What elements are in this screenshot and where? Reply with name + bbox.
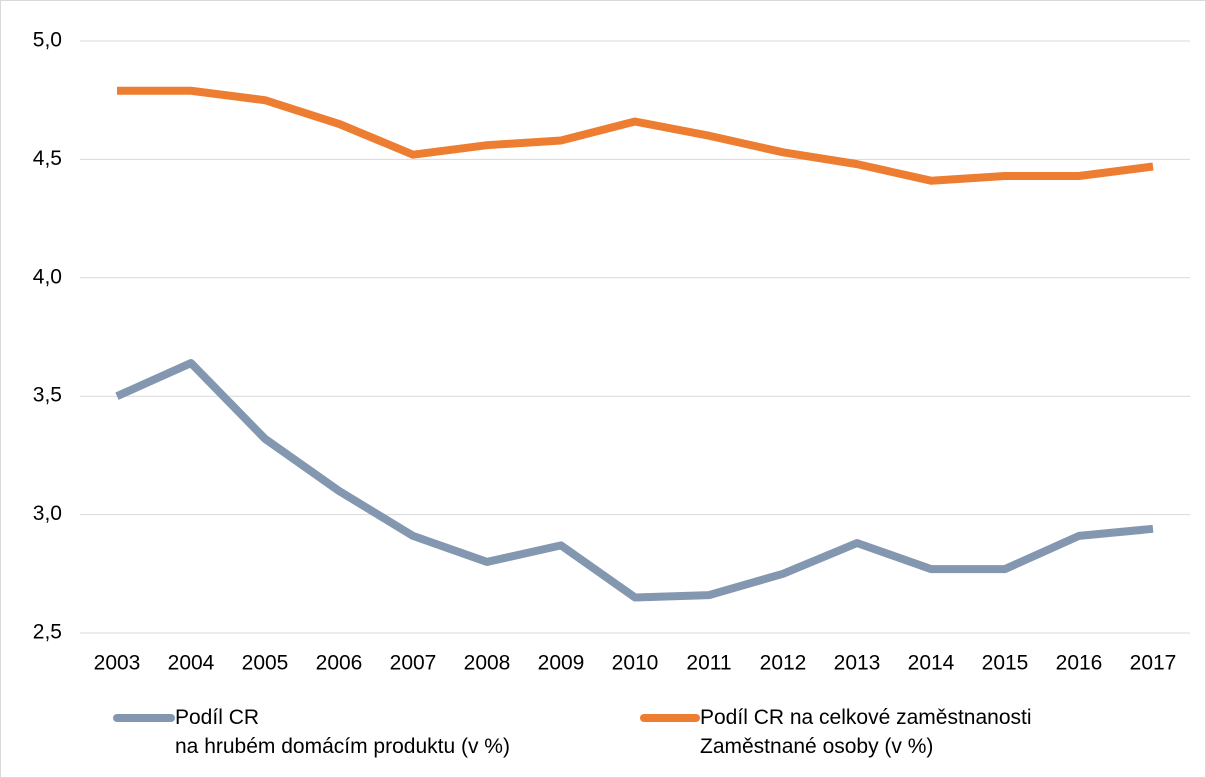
x-tick-label: 2016: [1056, 652, 1103, 675]
y-tick-label: 3,0: [33, 502, 62, 525]
x-tick-label: 2007: [390, 652, 437, 675]
x-tick-label: 2006: [316, 652, 363, 675]
x-tick-label: 2003: [94, 652, 141, 675]
x-tick-label: 2011: [686, 652, 731, 675]
x-tick-label: 2008: [464, 652, 511, 675]
x-tick-label: 2005: [242, 652, 289, 675]
y-tick-label: 4,5: [33, 147, 62, 170]
legend-label: Podíl CR na hrubém domácím produktu (v %…: [175, 706, 510, 758]
x-tick-label: 2012: [760, 652, 807, 675]
series-line: [115, 359, 1154, 602]
x-tick-label: 2013: [834, 652, 881, 675]
x-tick-label: 2017: [1130, 652, 1177, 675]
legend-swatch: [640, 714, 700, 722]
x-tick-label: 2014: [908, 652, 955, 675]
series-line: [117, 86, 1154, 185]
legend-label: Podíl CR na celkové zaměstnanosti Zaměst…: [700, 706, 1032, 758]
legend-swatch: [113, 714, 175, 722]
x-tick-label: 2004: [168, 652, 215, 675]
y-tick-label: 5,0: [33, 29, 62, 52]
x-tick-label: 2015: [982, 652, 1029, 675]
y-tick-label: 3,5: [33, 384, 62, 407]
x-tick-label: 2009: [538, 652, 585, 675]
y-tick-label: 2,5: [33, 621, 62, 644]
y-tick-label: 4,0: [33, 265, 62, 288]
x-tick-label: 2010: [612, 652, 659, 675]
